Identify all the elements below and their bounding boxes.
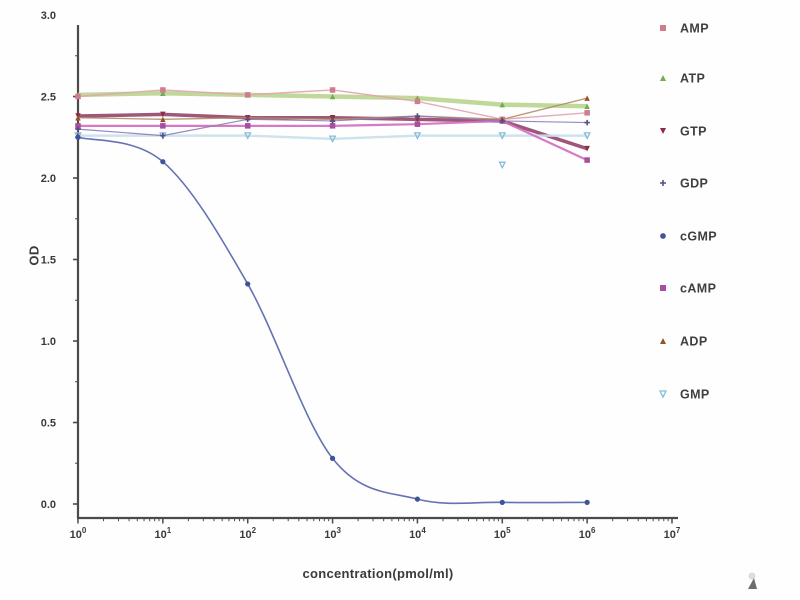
- legend-marker-triangle-up-icon: [660, 338, 666, 344]
- legend-label-AMP: AMP: [680, 22, 709, 36]
- legend-item-cGMP: cGMP: [660, 230, 717, 244]
- x-tick-label-10e1: 101: [155, 526, 172, 541]
- legend-marker-triangle-down-open-icon: [658, 390, 668, 399]
- legend-label-ADP: ADP: [680, 335, 708, 349]
- outlier-marker-GMP: [498, 161, 507, 170]
- legend: AMP ATP GTP GDP cGMP cAMP ADP GMP: [658, 22, 717, 402]
- legend-item-GMP: GMP: [658, 388, 710, 402]
- legend-label-cGMP: cGMP: [680, 230, 717, 244]
- x-tick-label-10e0: 100: [70, 526, 87, 541]
- y-tick-label-0.0: 0.0: [41, 499, 56, 511]
- y-axis-ticks: 0.0 0.5 1.0 1.5 2.0 2.5 3.0: [41, 10, 78, 511]
- y-tick-label-0.5: 0.5: [41, 418, 56, 430]
- legend-item-ADP: ADP: [660, 335, 708, 349]
- legend-marker-triangle-up-icon: [660, 75, 666, 81]
- legend-label-GDP: GDP: [680, 177, 708, 191]
- x-axis-title: concentration(pmol/ml): [302, 566, 454, 581]
- y-tick-label-3.0: 3.0: [41, 10, 56, 22]
- legend-marker-square-icon: [660, 25, 666, 31]
- legend-marker-plus-icon: [660, 180, 666, 186]
- legend-marker-triangle-down-icon: [660, 128, 666, 134]
- x-tick-label-10e3: 103: [324, 526, 341, 541]
- y-tick-label-2.0: 2.0: [41, 173, 56, 185]
- legend-label-cAMP: cAMP: [680, 282, 716, 296]
- series-GMP: [74, 132, 591, 144]
- x-tick-label-10e6: 106: [579, 526, 596, 541]
- x-tick-label-10e7: 107: [664, 526, 681, 541]
- series-GDP: [75, 113, 590, 139]
- y-tick-label-1.0: 1.0: [41, 336, 56, 348]
- x-tick-label-10e4: 104: [409, 526, 426, 541]
- cursor-artifact: [748, 572, 757, 589]
- x-tick-label-10e5: 105: [494, 526, 511, 541]
- y-tick-label-2.5: 2.5: [41, 92, 56, 104]
- legend-marker-square-icon: [660, 285, 666, 291]
- y-axis-title: OD: [26, 245, 42, 266]
- legend-item-AMP: AMP: [660, 22, 709, 36]
- legend-item-ATP: ATP: [660, 72, 705, 86]
- legend-label-GMP: GMP: [680, 388, 710, 402]
- legend-item-GTP: GTP: [660, 125, 707, 139]
- x-axis-ticks: 100 101 102 103 104 105 106 107: [70, 518, 681, 541]
- legend-item-GDP: GDP: [660, 177, 708, 191]
- legend-label-ATP: ATP: [680, 72, 705, 86]
- series-ATP: [75, 90, 590, 110]
- x-tick-label-10e2: 102: [239, 526, 256, 541]
- y-tick-label-1.5: 1.5: [41, 255, 56, 267]
- legend-item-cAMP: cAMP: [660, 282, 716, 296]
- series-cGMP: [75, 134, 590, 505]
- legend-label-GTP: GTP: [680, 125, 707, 139]
- legend-marker-circle-icon: [660, 233, 666, 239]
